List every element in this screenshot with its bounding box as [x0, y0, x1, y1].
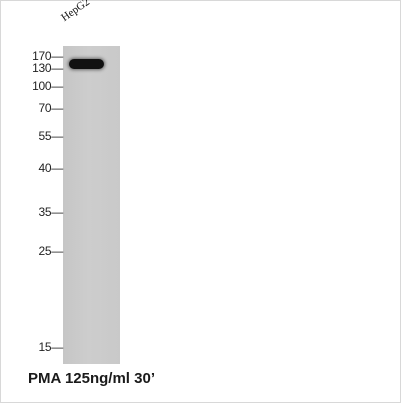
marker-170: 170— [32, 49, 63, 63]
marker-130: 130— [32, 61, 63, 75]
marker-70: 70— [38, 101, 64, 115]
protein-band [69, 59, 104, 69]
marker-35: 35— [38, 205, 64, 219]
marker-15: 15— [38, 340, 64, 354]
marker-100: 100— [32, 79, 63, 93]
marker-25: 25— [38, 244, 64, 258]
marker-40: 40— [38, 161, 64, 175]
marker-55: 55— [38, 129, 64, 143]
blot-lane [63, 46, 120, 364]
treatment-caption: PMA 125ng/ml 30’ [28, 370, 155, 387]
